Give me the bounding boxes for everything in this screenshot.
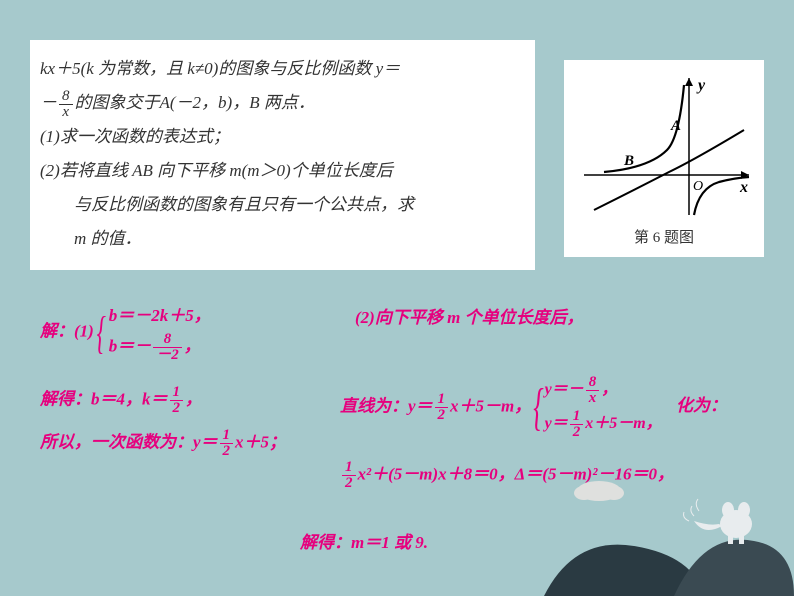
problem-line2: －8x的图象交于A(－2，b)，B 两点． [40, 86, 525, 120]
problem-q1: (1)求一次函数的表达式； [40, 120, 525, 154]
sol5-stack: y＝－8x， y＝12x＋5－m， [545, 372, 662, 443]
sol3: 所以，一次函数为：y＝12x＋5； [40, 428, 286, 459]
figure-caption: 第 6 题图 [574, 226, 754, 247]
label-A: A [670, 118, 681, 134]
problem-q2a: (2)若将直线 AB 向下平移 m(m＞0)个单位长度后 [40, 154, 525, 188]
problem-q2b: 与反比例函数的图象有且只有一个公共点，求 [40, 188, 525, 222]
sol1-eq2: b＝－8－2， [109, 332, 211, 363]
frac-8x: 8x [59, 89, 73, 120]
problem-line1: kx＋5(k 为常数，且 k≠0)的图象与反比例函数 y＝ [40, 52, 525, 86]
brace-icon: { [97, 310, 106, 356]
label-O: O [693, 179, 703, 194]
sol5: 直线为：y＝12x＋5－m， { y＝－8x， y＝12x＋5－m， 化为： [340, 372, 727, 443]
problem-l1b: y＝ [376, 59, 401, 78]
problem-box: kx＋5(k 为常数，且 k≠0)的图象与反比例函数 y＝ －8x的图象交于A(… [30, 40, 535, 270]
label-x: x [739, 179, 748, 196]
graph-svg: y x O A B [574, 70, 754, 220]
problem-l2a: 的图象交于A(－2，b)，B 两点． [75, 93, 315, 112]
problem-l1a: kx＋5(k 为常数，且 k≠0)的图象与反比例函数 [40, 59, 371, 78]
sol4: (2)向下平移 m 个单位长度后， [355, 305, 584, 331]
sol1: 解：(1) { b＝－2k＋5， b＝－8－2， [40, 300, 211, 366]
sol2: 解得：b＝4，k＝12， [40, 385, 202, 416]
sol5-bot: y＝12x＋5－m， [545, 409, 662, 440]
decoration-icon [544, 476, 794, 596]
neg-sign: － [40, 93, 57, 112]
sol5-top: y＝－8x， [545, 375, 662, 406]
sol1-eq1: b＝－2k＋5， [109, 303, 211, 329]
label-y: y [696, 77, 706, 94]
sol1-stack: b＝－2k＋5， b＝－8－2， [109, 300, 211, 366]
problem-q2c: m 的值． [40, 222, 525, 256]
label-B: B [623, 153, 634, 169]
figure-box: y x O A B 第 6 题图 [564, 60, 764, 257]
sol1-prefix: 解：(1) [40, 322, 94, 341]
sol7: 解得：m＝1 或 9. [300, 530, 428, 556]
brace-icon: { [533, 382, 543, 434]
